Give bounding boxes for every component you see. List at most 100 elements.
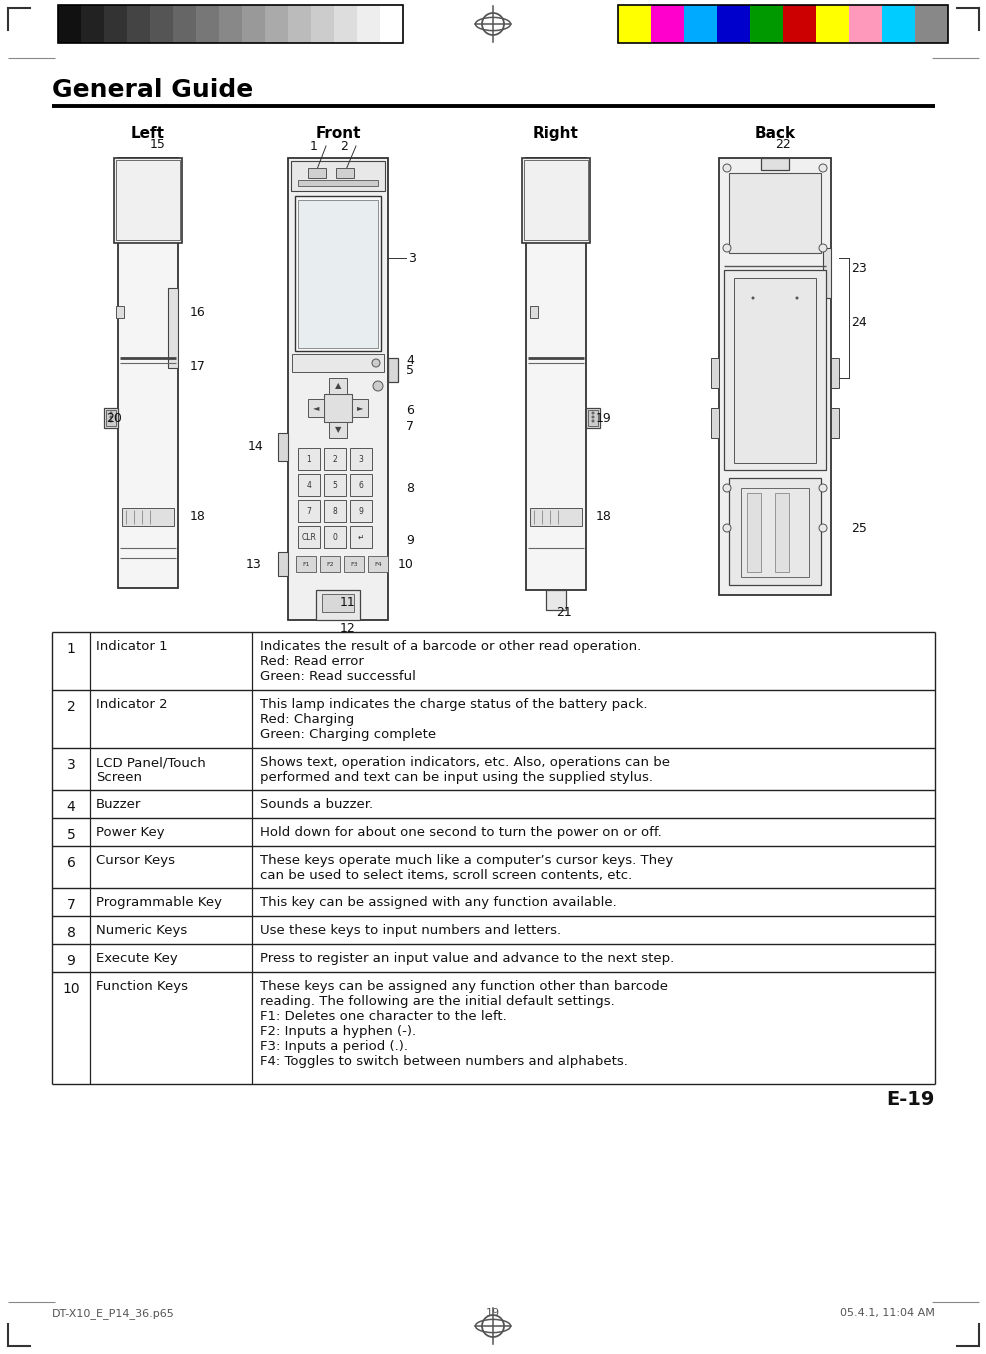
Text: Shows text, operation indicators, etc. Also, operations can be
performed and tex: Shows text, operation indicators, etc. A… [259,756,669,784]
Text: DT-X10_E_P14_36.p65: DT-X10_E_P14_36.p65 [52,1308,175,1319]
Bar [321,594,354,612]
Text: ▲: ▲ [334,382,341,390]
Text: 14: 14 [247,440,263,454]
Text: Hold down for about one second to turn the power on or off.: Hold down for about one second to turn t… [259,826,661,839]
Text: 6: 6 [405,403,413,417]
Bar [830,408,838,437]
Circle shape [372,359,380,367]
Bar [319,556,339,571]
Text: 6: 6 [66,856,75,871]
Circle shape [818,244,826,252]
Circle shape [109,416,112,418]
Bar [173,5,196,43]
Text: 12: 12 [339,621,355,635]
Text: 2: 2 [67,700,75,714]
Bar [168,288,177,368]
Bar [526,158,586,590]
Text: F1: F1 [302,562,310,566]
Text: 10: 10 [397,558,413,570]
Text: This lamp indicates the charge status of the battery pack.
Red: Charging
Green: : This lamp indicates the charge status of… [259,699,647,741]
Text: 7: 7 [405,420,413,432]
Circle shape [723,483,731,492]
Text: 8: 8 [405,482,413,494]
Circle shape [591,416,594,418]
Text: 5: 5 [332,481,337,490]
Text: 15: 15 [150,138,166,150]
Bar [529,306,537,318]
Text: Buzzer: Buzzer [96,798,141,811]
Bar [298,448,319,470]
Bar [724,269,825,470]
Text: 4: 4 [67,800,75,814]
Bar [357,5,380,43]
Text: 13: 13 [246,558,261,570]
Text: 7: 7 [307,506,312,516]
Bar [529,508,582,525]
Bar [122,508,174,525]
Bar [104,408,118,428]
Bar [323,448,346,470]
Text: Indicates the result of a barcode or other read operation.
Red: Read error
Green: Indicates the result of a barcode or oth… [259,640,641,682]
Text: CLR: CLR [302,532,317,542]
Text: 10: 10 [62,982,80,997]
Bar [114,158,181,242]
Circle shape [109,420,112,422]
Bar [308,399,323,417]
Bar [323,474,346,496]
Bar [264,5,288,43]
Bar [298,474,319,496]
Text: 20: 20 [106,412,121,425]
Bar [127,5,150,43]
Bar [323,394,352,422]
Text: General Guide: General Guide [52,79,253,102]
Bar [58,5,81,43]
Text: Sounds a buzzer.: Sounds a buzzer. [259,798,373,811]
Bar [815,5,848,43]
Bar [116,306,124,318]
Circle shape [723,244,731,252]
Text: 8: 8 [332,506,337,516]
Text: 21: 21 [555,605,571,619]
Text: 3: 3 [67,758,75,772]
Bar [380,5,402,43]
Text: Right: Right [532,126,579,141]
Circle shape [591,420,594,422]
Bar [734,278,815,463]
Text: E-19: E-19 [885,1090,934,1109]
Circle shape [818,164,826,172]
Text: Indicator 1: Indicator 1 [96,640,168,653]
Bar [710,408,718,437]
Bar [749,5,782,43]
Bar [323,525,346,548]
Text: 2: 2 [332,455,337,463]
Bar [278,552,288,575]
Bar [524,160,588,240]
Bar [104,5,127,43]
Text: 8: 8 [66,926,75,940]
Text: LCD Panel/Touch
Screen: LCD Panel/Touch Screen [96,756,205,784]
Bar [219,5,242,43]
Bar [914,5,947,43]
Bar [292,353,384,372]
Circle shape [818,524,826,532]
Bar [830,357,838,389]
Text: Front: Front [315,126,361,141]
Text: 3: 3 [407,252,415,264]
Bar [545,590,565,611]
Bar [328,378,347,394]
Bar [81,5,104,43]
Text: Cursor Keys: Cursor Keys [96,854,175,867]
Text: 16: 16 [190,306,205,318]
Text: Function Keys: Function Keys [96,980,187,992]
Text: ◄: ◄ [313,403,318,413]
Bar [196,5,219,43]
Circle shape [591,412,594,414]
Text: This key can be assigned with any function available.: This key can be assigned with any functi… [259,896,616,909]
Bar [617,5,651,43]
Text: 25: 25 [850,521,866,535]
Bar [328,422,347,437]
Bar [350,448,372,470]
Text: These keys can be assigned any function other than barcode
reading. The followin: These keys can be assigned any function … [259,980,668,1068]
Text: 9: 9 [405,533,413,547]
Bar [58,5,402,43]
